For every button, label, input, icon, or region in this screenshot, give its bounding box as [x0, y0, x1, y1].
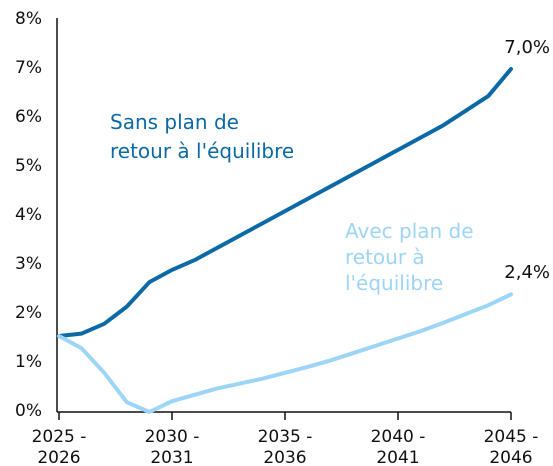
- y-tick-label: 6%: [15, 107, 42, 127]
- series-label: Sans plan de retour à l'équilibre: [110, 110, 295, 163]
- y-tick-label: 7%: [15, 58, 42, 78]
- x-tick-label: 2035 - 2036: [257, 427, 313, 466]
- series-line: [57, 67, 513, 339]
- y-tick-label: 2%: [15, 303, 42, 323]
- y-tick-label: 1%: [15, 352, 42, 372]
- x-tick-label: 2045 - 2046: [483, 427, 539, 466]
- series-label: Avec plan de retour à l'équilibre: [345, 219, 474, 295]
- x-tick-label: 2030 - 2031: [144, 427, 200, 466]
- y-tick-label: 3%: [15, 254, 42, 274]
- value-label: 7,0%: [504, 37, 550, 58]
- value-label: 2,4%: [504, 262, 550, 284]
- y-tick-label: 4%: [15, 205, 42, 225]
- series-line: [57, 292, 513, 414]
- y-tick-label: 0%: [15, 401, 42, 421]
- x-tick-label: 2040 - 2041: [370, 427, 426, 466]
- y-tick-label: 5%: [15, 156, 42, 176]
- x-tick-label: 2025 - 2026: [31, 427, 87, 466]
- y-tick-label: 8%: [15, 9, 42, 29]
